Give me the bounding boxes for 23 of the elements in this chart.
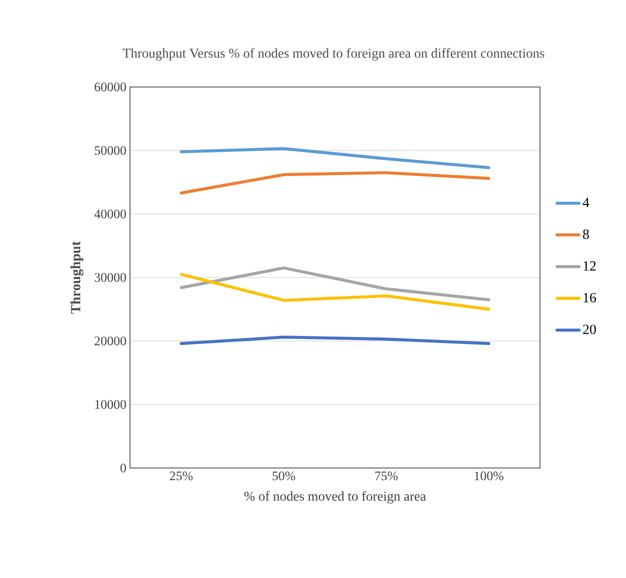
legend-label: 8 <box>583 230 589 239</box>
y-tick-label: 20000 <box>94 336 126 346</box>
legend-label: 12 <box>584 261 596 270</box>
y-tick-label: 50000 <box>94 146 126 155</box>
legend-label: 20 <box>583 324 596 334</box>
y-tick-label: 30000 <box>94 273 126 282</box>
y-tick-label: 0 <box>120 464 126 472</box>
y-axis-title: Throughput <box>70 241 84 314</box>
x-tick-label: 50% <box>272 472 296 480</box>
line-series <box>180 266 490 302</box>
x-tick-label: 25% <box>170 472 193 480</box>
y-tick-label: 60000 <box>94 82 126 92</box>
line-series <box>180 147 490 170</box>
y-tick-label: 10000 <box>95 400 126 409</box>
legend-label: 4 <box>582 198 590 208</box>
chart-title: Throughput Versus % of nodes moved to foreign area on different connections <box>122 48 544 61</box>
line-series <box>180 171 490 195</box>
line-series <box>180 272 490 311</box>
x-axis-title: % of nodes moved to foreign area <box>244 491 426 504</box>
y-tick-label: 40000 <box>94 210 126 218</box>
x-tick-label: 100% <box>474 472 504 480</box>
legend-label: 16 <box>584 292 596 302</box>
x-tick-label: 75% <box>375 472 398 480</box>
